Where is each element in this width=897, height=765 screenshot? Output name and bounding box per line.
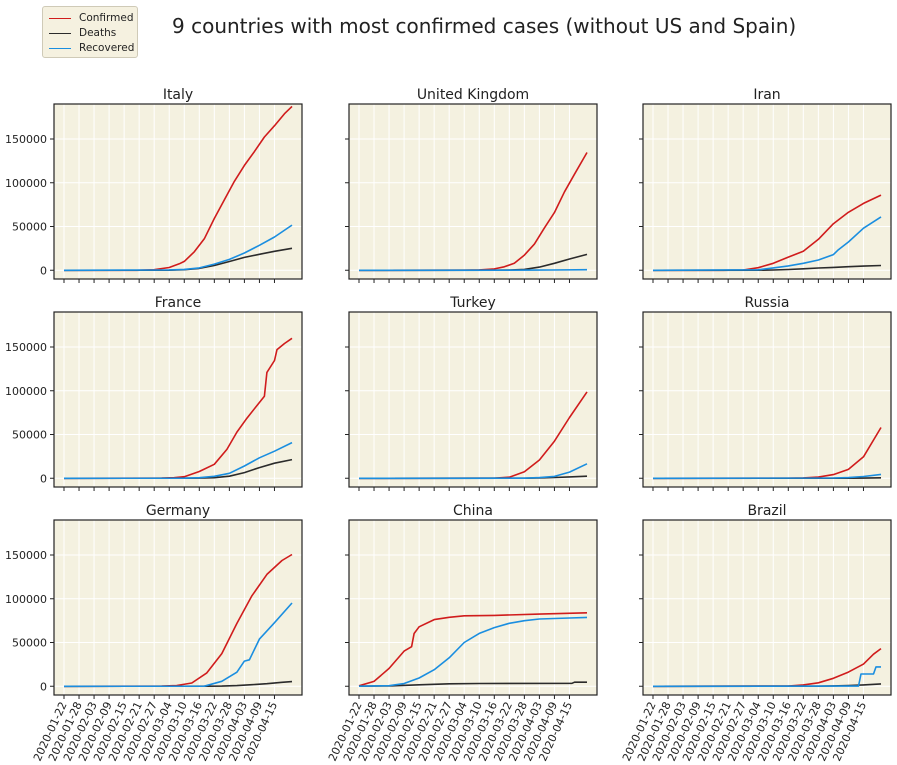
series-line-recovered xyxy=(652,216,882,272)
panel-frame xyxy=(642,311,892,488)
panel-china: 2020-01-222020-01-282020-02-032020-02-09… xyxy=(326,503,598,763)
panel-russia: Russia xyxy=(639,295,892,491)
y-tick-label: 100000 xyxy=(5,593,47,606)
panel-background xyxy=(349,520,597,695)
legend-swatch-deaths xyxy=(49,32,71,34)
panel-title: Russia xyxy=(744,295,789,311)
series-line-confirmed xyxy=(64,105,293,272)
panel-title: China xyxy=(453,503,493,519)
legend-swatch-confirmed xyxy=(49,17,71,19)
panel-title: Germany xyxy=(146,503,210,519)
series-line-recovered xyxy=(358,268,588,272)
panel-brazil: 2020-01-222020-01-282020-02-032020-02-09… xyxy=(620,503,892,763)
panel-background xyxy=(643,520,891,695)
panel-title: Italy xyxy=(163,87,193,103)
panel-title: Turkey xyxy=(449,295,496,311)
y-tick-label: 150000 xyxy=(5,341,47,354)
panel-background xyxy=(643,312,891,487)
panel-background xyxy=(349,104,597,279)
legend-label-confirmed: Confirmed xyxy=(79,12,134,24)
series-line-deaths xyxy=(652,264,882,272)
legend: Confirmed Deaths Recovered xyxy=(42,6,138,58)
panel-frame xyxy=(348,103,598,280)
legend-entry-recovered: Recovered xyxy=(49,41,134,55)
y-tick-label: 0 xyxy=(40,472,47,485)
series-line-recovered xyxy=(63,441,293,480)
panel-frame xyxy=(53,103,303,280)
series-line-recovered xyxy=(652,666,881,688)
panel-title: United Kingdom xyxy=(417,87,529,103)
panel-title: Brazil xyxy=(747,503,786,519)
panel-turkey: Turkey xyxy=(345,295,598,491)
legend-entry-confirmed: Confirmed xyxy=(49,11,134,25)
series-line-deaths xyxy=(63,680,293,688)
legend-swatch-recovered xyxy=(49,47,71,49)
panel-title: France xyxy=(155,295,202,311)
panel-italy: 0 50000 100000 150000 Italy xyxy=(5,87,303,283)
y-tick-label: 150000 xyxy=(5,549,47,562)
series-line-recovered xyxy=(63,224,293,272)
series-line-confirmed xyxy=(358,612,588,687)
panel-background xyxy=(643,104,891,279)
y-tick-label: 50000 xyxy=(12,429,47,442)
series-line-recovered xyxy=(358,463,588,480)
panel-background xyxy=(54,312,302,487)
panel-iran: Iran xyxy=(639,87,892,283)
panel-frame xyxy=(642,103,892,280)
y-tick-label: 100000 xyxy=(5,385,47,398)
panel-frame xyxy=(348,519,598,696)
y-tick-label: 50000 xyxy=(12,637,47,650)
y-tick-label: 0 xyxy=(40,680,47,693)
panel-united-kingdom: United Kingdom xyxy=(345,87,598,283)
figure-title: 9 countries with most confirmed cases (w… xyxy=(172,14,797,38)
panel-background xyxy=(54,104,302,279)
series-line-recovered xyxy=(652,473,882,480)
y-tick-label: 150000 xyxy=(5,133,47,146)
series-line-recovered xyxy=(358,616,588,687)
legend-entry-deaths: Deaths xyxy=(49,26,116,40)
series-line-recovered xyxy=(63,602,293,688)
panel-frame xyxy=(53,311,303,488)
series-line-confirmed xyxy=(63,337,293,480)
panel-frame xyxy=(53,519,303,696)
panel-germany: 2020-01-222020-01-282020-02-032020-02-09… xyxy=(5,503,303,763)
panel-frame xyxy=(348,311,598,488)
panel-france: 0 50000 100000 150000 France xyxy=(5,295,303,491)
y-tick-label: 0 xyxy=(40,264,47,277)
panel-title: Iran xyxy=(753,87,780,103)
panel-background xyxy=(54,520,302,695)
y-tick-label: 100000 xyxy=(5,177,47,190)
legend-label-deaths: Deaths xyxy=(79,27,117,39)
y-tick-label: 50000 xyxy=(12,221,47,234)
panel-frame xyxy=(642,519,892,696)
panel-background xyxy=(349,312,597,487)
legend-label-recovered: Recovered xyxy=(79,42,135,54)
